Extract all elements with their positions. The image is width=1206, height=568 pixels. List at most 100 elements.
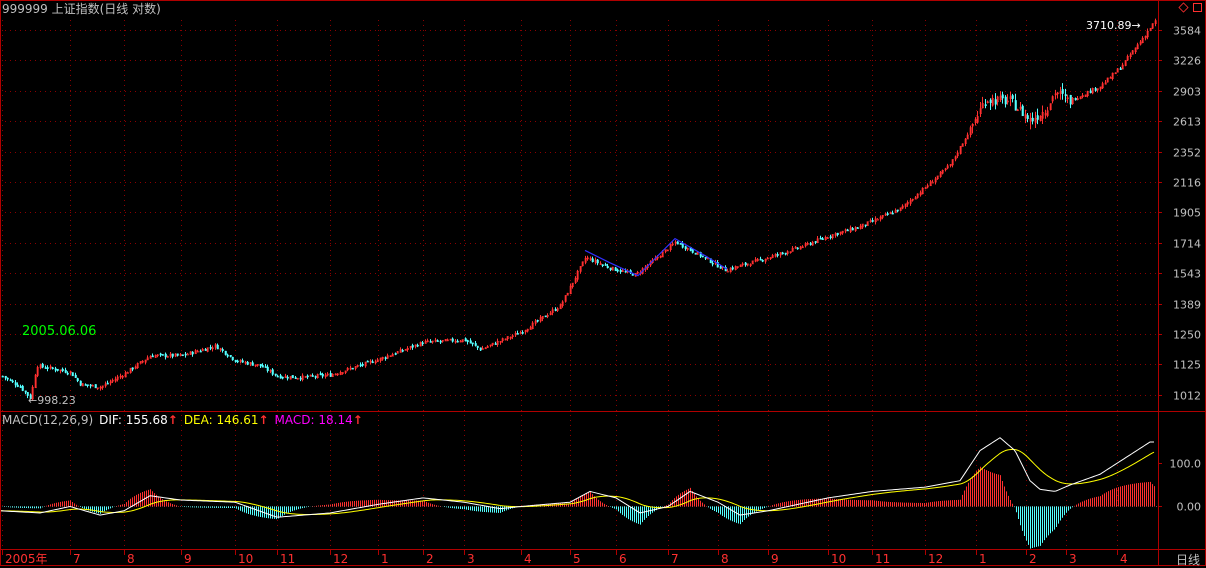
candle-body	[751, 260, 754, 265]
candle-body	[524, 330, 527, 333]
candle-body	[1119, 68, 1122, 70]
candle-body	[701, 255, 704, 258]
candle-body	[39, 364, 42, 369]
candle-body	[541, 316, 544, 319]
candle-body	[196, 350, 199, 353]
candle-body	[1139, 41, 1142, 45]
ytick-label: 1389	[1173, 299, 1201, 312]
candle-body	[1066, 97, 1069, 100]
candle-body	[1016, 109, 1019, 112]
candle-body	[219, 348, 222, 350]
ytick-label: 3584	[1173, 25, 1201, 38]
candle-body	[981, 103, 984, 109]
candle-body	[169, 353, 172, 357]
candle-body	[129, 367, 132, 373]
candle-body	[221, 349, 224, 351]
candle-body	[64, 369, 67, 373]
ytick-label: 1250	[1173, 329, 1201, 342]
candle-body	[861, 223, 864, 228]
candle-body	[279, 375, 282, 379]
candle-body	[309, 374, 312, 377]
candle-body	[381, 356, 384, 360]
candle-body	[81, 383, 84, 387]
candle-body	[1101, 83, 1104, 89]
candle-body	[1006, 100, 1009, 103]
candle-body	[511, 335, 514, 337]
candle-body	[546, 315, 549, 317]
zigzag-blue	[584, 237, 728, 277]
candle-body	[69, 371, 72, 373]
candle-body	[286, 376, 289, 379]
candle-body	[79, 380, 82, 386]
candle-body	[271, 369, 274, 375]
dea-label: DEA: 146.61↑	[183, 413, 269, 427]
candle-body	[74, 374, 77, 378]
candle-body	[76, 378, 79, 382]
candle-body	[1004, 96, 1007, 105]
candle-body	[901, 205, 904, 209]
candle-body	[591, 258, 594, 263]
candle-body	[96, 387, 99, 390]
candle-body	[804, 243, 807, 247]
candle-body	[761, 260, 764, 262]
candle-body	[1099, 86, 1102, 90]
candle-body	[426, 340, 429, 343]
candle-body	[324, 374, 327, 377]
candle-body	[604, 264, 607, 266]
candle-body	[904, 203, 907, 207]
candle-body	[206, 347, 209, 352]
candle-body	[859, 225, 862, 229]
candle-body	[16, 384, 19, 387]
candle-body	[574, 278, 577, 283]
candle-body	[674, 241, 677, 244]
candle-body	[671, 243, 674, 246]
candle-body	[519, 332, 522, 334]
candle-body	[914, 197, 917, 200]
candle-body	[984, 104, 987, 106]
candle-body	[371, 361, 374, 364]
candle-body	[614, 267, 617, 272]
candle-body	[229, 355, 232, 357]
candle-body	[89, 384, 92, 387]
candle-body	[1059, 91, 1062, 94]
candle-body	[389, 355, 392, 358]
xtick-label: 1	[979, 552, 987, 566]
candle-body	[849, 227, 852, 232]
ytick-label: 2613	[1173, 116, 1201, 129]
candle-body	[449, 338, 452, 341]
candle-body	[934, 178, 937, 183]
xtick-label: 8	[721, 552, 729, 566]
period-label[interactable]: 日线	[1175, 553, 1200, 567]
candle-body	[54, 368, 57, 371]
restore-icon[interactable]	[1193, 3, 1202, 12]
candle-body	[1024, 114, 1027, 119]
candle-body	[776, 254, 779, 256]
candle-body	[929, 181, 932, 187]
candle-body	[736, 266, 739, 268]
candle-body	[194, 350, 197, 355]
candle-body	[616, 269, 619, 272]
candle-body	[601, 264, 604, 267]
candle-body	[184, 353, 187, 356]
candle-body	[839, 231, 842, 235]
candle-body	[799, 246, 802, 250]
candle-body	[729, 268, 732, 273]
candle-body	[964, 138, 967, 144]
candle-body	[111, 379, 114, 382]
diamond-icon[interactable]	[1178, 2, 1189, 13]
candle-body	[1114, 72, 1117, 75]
candle-body	[161, 354, 164, 356]
candle-body	[699, 252, 702, 257]
candle-body	[179, 354, 182, 356]
low-date-label: 2005.06.06	[22, 324, 97, 339]
candle-body	[341, 372, 344, 374]
candle-body	[481, 348, 484, 350]
candle-body	[666, 249, 669, 252]
candle-body	[399, 349, 402, 353]
xtick-label: 11	[280, 552, 295, 566]
candle-body	[441, 340, 444, 342]
candle-body	[379, 357, 382, 361]
candle-body	[466, 340, 469, 343]
candle-body	[956, 152, 959, 157]
